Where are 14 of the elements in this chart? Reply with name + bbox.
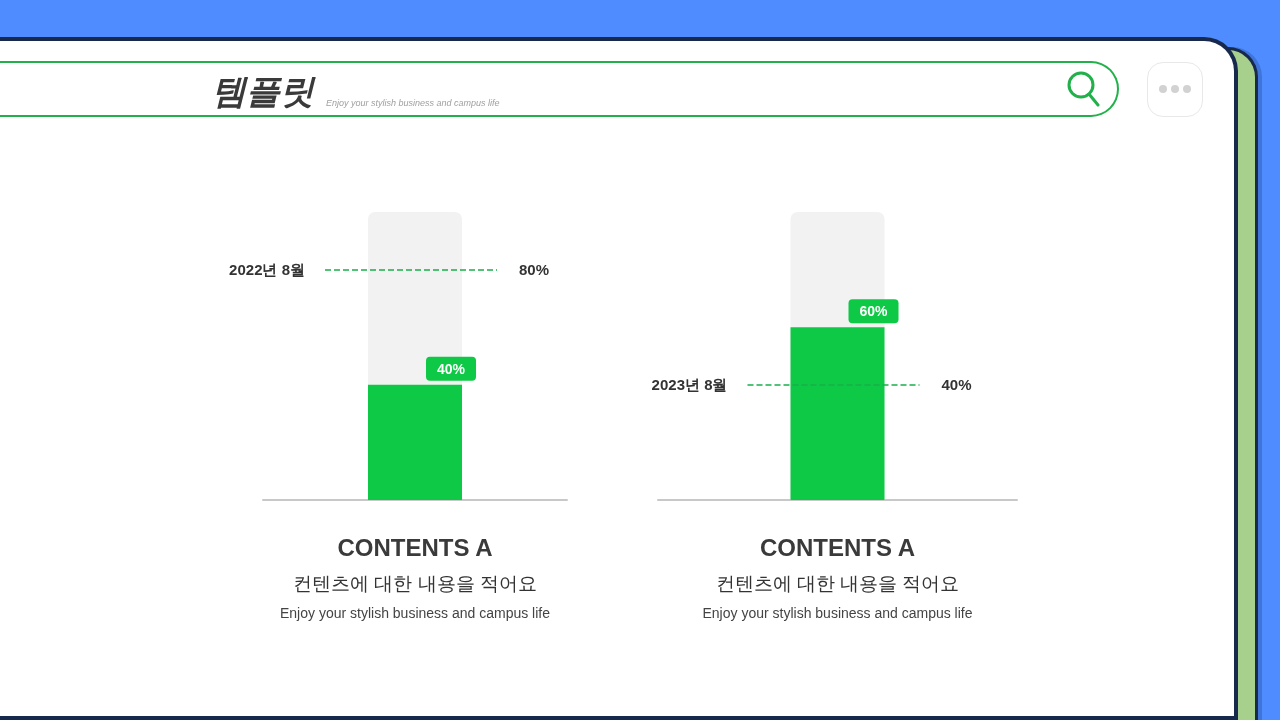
chart-subtitle: Enjoy your stylish business and campus life xyxy=(326,97,500,108)
x-axis-title: 컨텐츠에 대한 내용을 적어요 xyxy=(715,573,960,594)
data-label: 60% xyxy=(859,303,889,320)
text: Enjoy your stylish business and campus life xyxy=(279,605,551,621)
text: Enjoy your stylish business and campus life xyxy=(702,605,973,621)
ref-line-label: 80% xyxy=(519,261,550,279)
chart-title: 템플릿 xyxy=(212,72,316,110)
data-label: 40% xyxy=(437,360,466,377)
x-tick-label: CONTENTS A xyxy=(337,533,493,561)
text: 2023년 8월 xyxy=(651,376,728,394)
x-axis-title: 컨텐츠에 대한 내용을 적어요 xyxy=(293,573,537,594)
x-tick-label: CONTENTS A xyxy=(759,533,916,561)
ref-line-label: 40% xyxy=(941,376,972,394)
text: 2022년 8월 xyxy=(229,261,305,279)
